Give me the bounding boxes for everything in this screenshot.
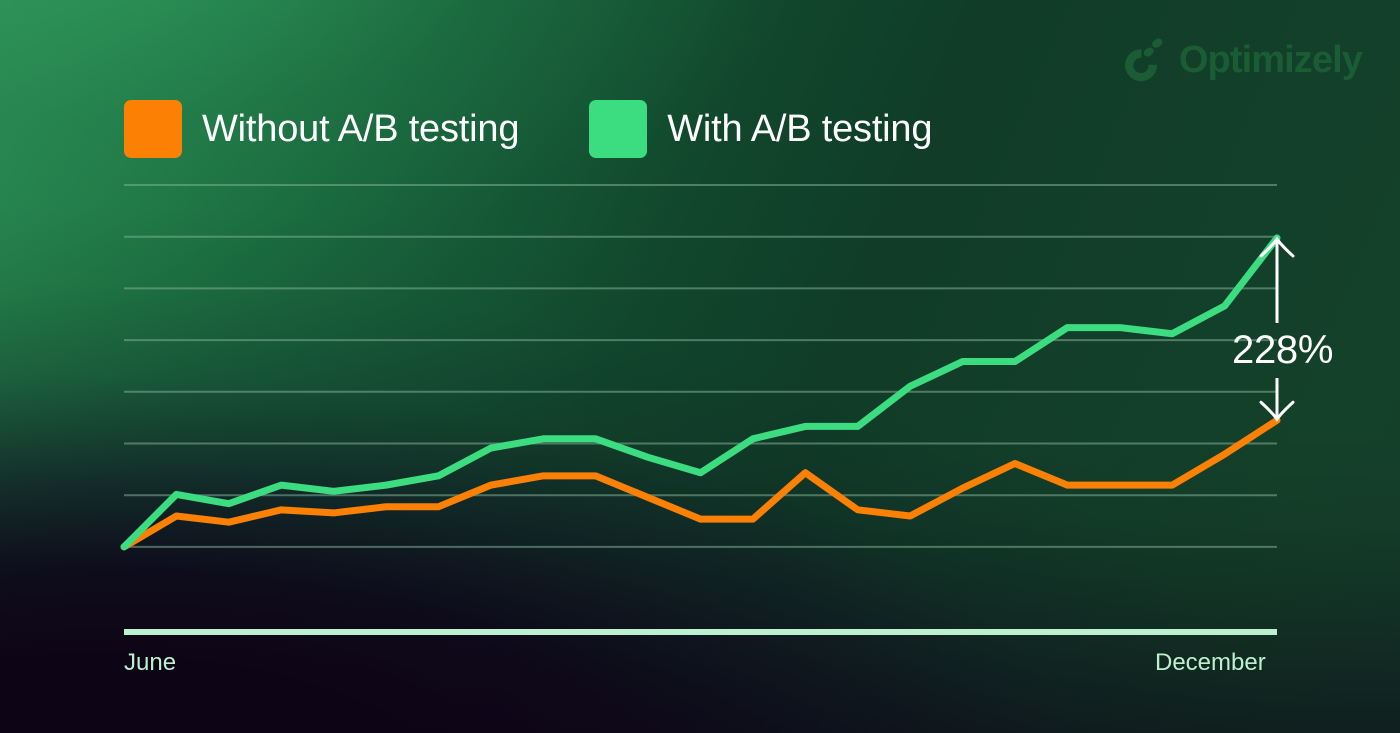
series-line-with-a-b-testing xyxy=(120,234,1281,551)
chart-legend: Without A/B testing With A/B testing xyxy=(124,100,932,158)
series-line-without-a-b-testing xyxy=(120,416,1281,551)
optimizely-logo: Optimizely xyxy=(1119,36,1363,84)
gridlines xyxy=(124,184,1277,548)
annotation-arrow-head xyxy=(1259,400,1295,422)
legend-label-without-ab-testing: Without A/B testing xyxy=(202,108,520,150)
x-axis-end-label: December xyxy=(1155,649,1266,676)
legend-swatch-green-icon xyxy=(589,100,648,158)
legend-label-with-ab-testing: With A/B testing xyxy=(667,108,933,150)
optimizely-wordmark: Optimizely xyxy=(1178,39,1363,81)
legend-item-without-ab-testing: Without A/B testing xyxy=(124,100,519,158)
legend-item-with-ab-testing: With A/B testing xyxy=(589,100,932,158)
annotation-arrow-head xyxy=(1259,236,1295,258)
series-lines xyxy=(120,234,1281,551)
optimizely-logo-icon xyxy=(1124,38,1163,82)
growth-percentage-label: 228% xyxy=(1232,328,1334,372)
legend-swatch-orange-icon xyxy=(124,100,182,158)
x-axis-start-label: June xyxy=(124,649,177,676)
growth-annotation-arrow xyxy=(1259,236,1295,422)
